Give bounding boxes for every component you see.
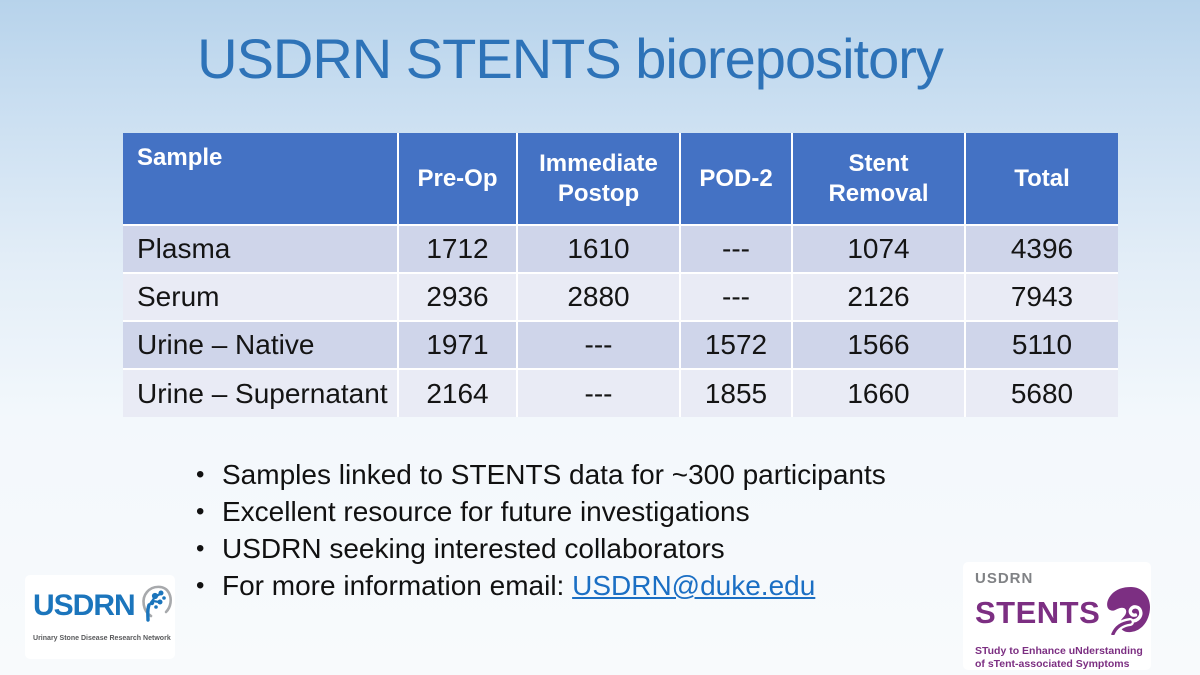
bullet-list: Samples linked to STENTS data for ~300 p… bbox=[190, 458, 886, 606]
page-title: USDRN STENTS biorepository bbox=[197, 27, 944, 90]
cell-pod2: --- bbox=[679, 224, 793, 274]
cell-total: 4396 bbox=[964, 224, 1118, 274]
col-header-immediate-postop: Immediate Postop bbox=[516, 133, 681, 226]
usdrn-logo-tagline: Urinary Stone Disease Research Network bbox=[33, 634, 171, 642]
stents-logo-wordmark: STENTS bbox=[975, 594, 1101, 630]
email-link[interactable]: USDRN@duke.edu bbox=[572, 570, 816, 601]
cell-total: 5110 bbox=[964, 320, 1118, 370]
cell-stent-removal: 1660 bbox=[791, 368, 966, 417]
col-header-preop: Pre-Op bbox=[397, 133, 518, 226]
col-header-total: Total bbox=[964, 133, 1118, 226]
usdrn-kidney-icon bbox=[138, 583, 174, 628]
cell-preop: 2164 bbox=[397, 368, 518, 417]
table-header-row: Sample Pre-Op Immediate Postop POD-2 Ste… bbox=[123, 133, 1118, 226]
cell-total: 5680 bbox=[964, 368, 1118, 417]
stents-kidney-icon bbox=[1104, 585, 1152, 640]
stents-logo-tagline-line1: STudy to Enhance uNderstanding bbox=[975, 645, 1143, 657]
contact-text: For more information email: bbox=[222, 570, 573, 601]
col-header-stent-removal: Stent Removal bbox=[791, 133, 966, 226]
bullet-item: Excellent resource for future investigat… bbox=[190, 495, 886, 528]
table-row-urine-supernatant: Urine – Supernatant 2164 --- 1855 1660 5… bbox=[123, 368, 1118, 417]
stents-logo: USDRN STENTS STudy to Enhance uNderstand… bbox=[963, 562, 1151, 670]
stents-logo-network-label: USDRN bbox=[975, 570, 1034, 587]
cell-pod2: 1855 bbox=[679, 368, 793, 417]
cell-sample: Plasma bbox=[123, 224, 399, 274]
table-row-serum: Serum 2936 2880 --- 2126 7943 bbox=[123, 272, 1118, 322]
table-row-urine-native: Urine – Native 1971 --- 1572 1566 5110 bbox=[123, 320, 1118, 370]
cell-stent-removal: 2126 bbox=[791, 272, 966, 322]
cell-sample: Serum bbox=[123, 272, 399, 322]
cell-preop: 1971 bbox=[397, 320, 518, 370]
stents-logo-tagline-line2: of sTent-associated Symptoms bbox=[975, 658, 1130, 670]
cell-stent-removal: 1074 bbox=[791, 224, 966, 274]
usdrn-logo: USDRN Urinary Stone Disease Research Net… bbox=[25, 575, 175, 659]
cell-immediate-postop: 2880 bbox=[516, 272, 681, 322]
table-row-plasma: Plasma 1712 1610 --- 1074 4396 bbox=[123, 224, 1118, 274]
cell-preop: 1712 bbox=[397, 224, 518, 274]
bullet-item: USDRN seeking interested collaborators bbox=[190, 532, 886, 565]
usdrn-logo-wordmark: USDRN bbox=[33, 588, 136, 622]
col-header-sample: Sample bbox=[123, 133, 399, 226]
col-header-pod2: POD-2 bbox=[679, 133, 793, 226]
biorepository-table: Sample Pre-Op Immediate Postop POD-2 Ste… bbox=[123, 133, 1118, 417]
cell-immediate-postop: --- bbox=[516, 368, 681, 417]
cell-pod2: 1572 bbox=[679, 320, 793, 370]
cell-pod2: --- bbox=[679, 272, 793, 322]
cell-immediate-postop: --- bbox=[516, 320, 681, 370]
cell-preop: 2936 bbox=[397, 272, 518, 322]
cell-total: 7943 bbox=[964, 272, 1118, 322]
bullet-item-contact: For more information email: USDRN@duke.e… bbox=[190, 569, 886, 602]
bullet-item: Samples linked to STENTS data for ~300 p… bbox=[190, 458, 886, 491]
cell-sample: Urine – Supernatant bbox=[123, 368, 399, 417]
cell-stent-removal: 1566 bbox=[791, 320, 966, 370]
cell-immediate-postop: 1610 bbox=[516, 224, 681, 274]
cell-sample: Urine – Native bbox=[123, 320, 399, 370]
